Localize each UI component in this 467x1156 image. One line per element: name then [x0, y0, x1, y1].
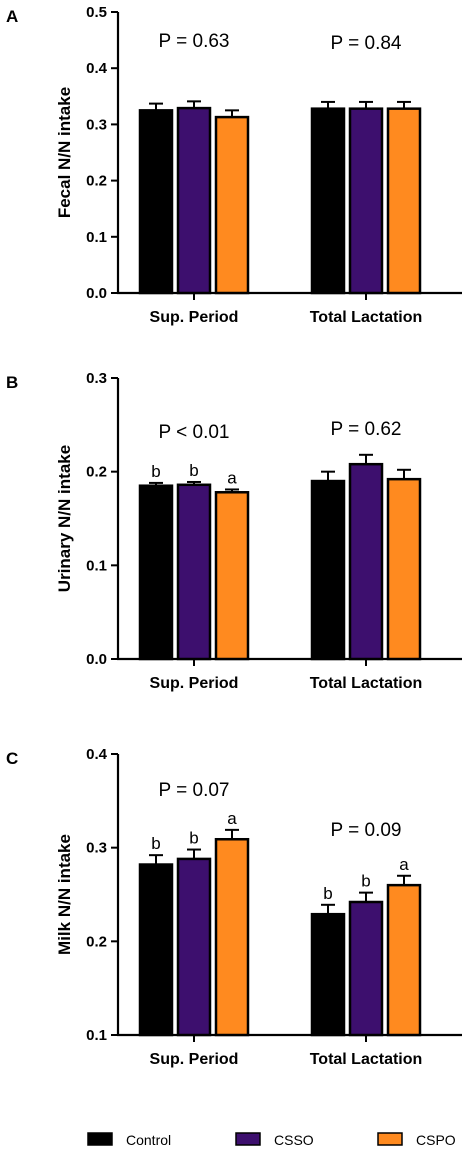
y-tick-label: 0.4 [86, 746, 108, 763]
y-tick-label: 0.0 [86, 285, 107, 302]
significance-letter: a [227, 468, 237, 487]
bar-control [138, 484, 174, 661]
bar-cspo [386, 477, 422, 661]
significance-letter: b [323, 884, 332, 903]
significance-letter: a [227, 809, 237, 828]
x-category-label: Sup. Period [150, 675, 239, 692]
bar-csso [348, 107, 384, 295]
legend-swatch-cspo [377, 1132, 403, 1146]
y-tick-label: 0.2 [86, 933, 107, 950]
significance-letter: b [189, 829, 198, 848]
x-category-label: Sup. Period [150, 309, 239, 326]
x-category-label: Sup. Period [150, 1051, 239, 1068]
bar-csso [348, 900, 384, 1037]
bar-control [310, 912, 346, 1037]
y-tick-label: 0.3 [86, 370, 107, 387]
significance-letter: b [151, 462, 160, 481]
y-tick-label: 0.5 [86, 4, 107, 21]
legend-swatch-control [87, 1132, 113, 1146]
bar-cspo [386, 883, 422, 1037]
significance-letter: b [189, 461, 198, 480]
p-value-annotation: P < 0.01 [159, 422, 230, 443]
bar-control [138, 863, 174, 1037]
x-category-label: Total Lactation [310, 1051, 423, 1068]
legend-label: CSPO [416, 1132, 456, 1148]
y-tick-label: 0.2 [86, 173, 107, 190]
y-tick-label: 0.1 [86, 229, 107, 246]
significance-letter: a [399, 855, 409, 874]
legend-swatch-csso [235, 1132, 261, 1146]
p-value-annotation: P = 0.63 [159, 31, 230, 52]
panel-A: A Fecal N/N intake 0.0 0.1 0.2 0.3 0.4 0.5 Sup. … [6, 4, 462, 326]
bar-csso [176, 483, 212, 661]
y-axis-label: Milk N/N intake [55, 834, 74, 955]
y-tick-label: 0.0 [86, 651, 107, 668]
bar-control [138, 109, 174, 295]
y-axis-label: Urinary N/N intake [55, 445, 74, 592]
significance-letter: b [361, 872, 370, 891]
x-category-label: Total Lactation [310, 675, 423, 692]
bar-cspo [214, 491, 250, 661]
bar-csso [176, 857, 212, 1037]
legend: Control CSSO CSPO [87, 1132, 456, 1148]
p-value-annotation: P = 0.09 [331, 820, 402, 841]
p-value-annotation: P = 0.07 [159, 780, 230, 801]
y-tick-label: 0.3 [86, 116, 107, 133]
y-tick-label: 0.3 [86, 840, 107, 857]
x-category-label: Total Lactation [310, 309, 423, 326]
legend-label: Control [126, 1132, 171, 1148]
y-tick-label: 0.4 [86, 60, 108, 77]
significance-letter: b [151, 834, 160, 853]
panel-B: B Urinary N/N intake 0.0 0.1 0.2 0.3 Sup. Peri… [6, 370, 462, 692]
legend-label: CSSO [274, 1132, 314, 1148]
y-axis-label: Fecal N/N intake [55, 87, 74, 218]
panel-letter: C [6, 749, 18, 768]
panel-letter: B [6, 373, 18, 392]
bar-cspo [386, 107, 422, 295]
bar-csso [176, 106, 212, 295]
p-value-annotation: P = 0.84 [331, 33, 402, 54]
bar-control [310, 107, 346, 295]
y-tick-label: 0.2 [86, 464, 107, 481]
bar-cspo [214, 115, 250, 295]
bar-control [310, 479, 346, 661]
panel-letter: A [6, 7, 18, 26]
panel-C: C Milk N/N intake 0.1 0.2 0.3 0.4 Sup. Period P… [6, 746, 462, 1068]
y-tick-label: 0.1 [86, 557, 107, 574]
y-tick-label: 0.1 [86, 1027, 107, 1044]
p-value-annotation: P = 0.62 [331, 419, 402, 440]
bar-csso [348, 462, 384, 661]
bar-cspo [214, 837, 250, 1037]
